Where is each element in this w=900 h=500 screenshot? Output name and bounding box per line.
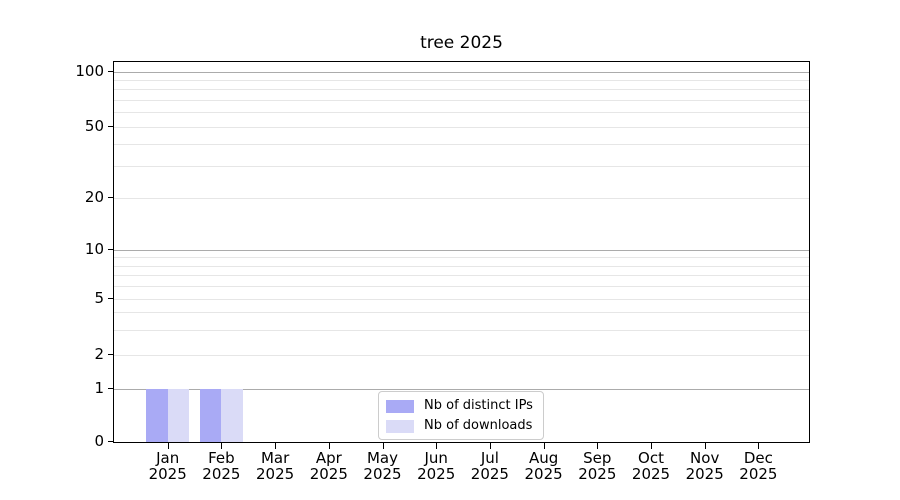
legend-label-downloads: Nb of downloads xyxy=(424,418,533,433)
x-tick-label: Jan 2025 xyxy=(136,450,200,482)
x-tick-mark xyxy=(275,443,277,449)
gridline-minor xyxy=(114,126,809,128)
x-tick-label: Sep 2025 xyxy=(565,450,629,482)
legend-entry-downloads: Nb of downloads xyxy=(386,419,533,433)
y-tick-label: 2 xyxy=(94,345,104,364)
y-tick-mark xyxy=(108,387,113,389)
y-tick-mark xyxy=(108,248,113,250)
bar-downloads-feb xyxy=(221,388,243,442)
y-tick-label: 5 xyxy=(94,288,104,307)
bar-downloads-jan xyxy=(167,388,190,442)
gridline-minor xyxy=(114,89,809,91)
x-tick-mark xyxy=(704,443,706,449)
x-tick-mark xyxy=(543,443,545,449)
gridline-minor xyxy=(114,330,809,332)
x-tick-mark xyxy=(758,443,760,449)
x-tick-month: Apr xyxy=(315,449,342,467)
x-tick-label: Jun 2025 xyxy=(404,450,468,482)
x-tick-label: Mar 2025 xyxy=(243,450,307,482)
gridline-minor xyxy=(114,312,809,314)
x-tick-year: 2025 xyxy=(309,465,348,483)
y-tick-label: 50 xyxy=(84,116,104,135)
chart-title: tree 2025 xyxy=(420,33,503,53)
x-tick-month: May xyxy=(366,449,398,467)
y-tick-mark xyxy=(108,354,113,356)
x-tick-label: Dec 2025 xyxy=(726,450,790,482)
x-tick-mark xyxy=(328,443,330,449)
gridline-major xyxy=(114,388,809,390)
x-tick-mark xyxy=(221,443,223,449)
x-tick-mark xyxy=(597,443,599,449)
x-tick-label: May 2025 xyxy=(351,450,415,482)
x-tick-mark xyxy=(436,443,438,449)
gridline-major xyxy=(114,71,809,73)
y-tick-mark xyxy=(108,297,113,299)
y-tick-mark xyxy=(108,197,113,199)
x-tick-label: Aug 2025 xyxy=(512,450,576,482)
gridline-major xyxy=(114,249,809,251)
x-tick-mark xyxy=(489,443,491,449)
x-tick-year: 2025 xyxy=(417,465,456,483)
x-tick-year: 2025 xyxy=(363,465,402,483)
gridline-minor xyxy=(114,79,809,81)
x-tick-month: Mar xyxy=(260,449,290,467)
y-tick-label: 100 xyxy=(75,61,104,80)
x-tick-month: Dec xyxy=(743,449,773,467)
legend-swatch-downloads xyxy=(386,419,414,433)
bar-distinct-ips-jan xyxy=(146,388,168,442)
gridline-minor xyxy=(114,355,809,357)
gridline-minor xyxy=(114,298,809,300)
y-tick-label: 20 xyxy=(84,188,104,207)
x-tick-year: 2025 xyxy=(578,465,617,483)
x-tick-year: 2025 xyxy=(202,465,241,483)
x-tick-month: Jan xyxy=(156,449,180,467)
x-tick-mark xyxy=(167,443,169,449)
x-tick-year: 2025 xyxy=(631,465,671,483)
gridline-minor xyxy=(114,285,809,287)
gridline-minor xyxy=(114,257,809,259)
x-tick-label: Oct 2025 xyxy=(619,450,683,482)
x-tick-year: 2025 xyxy=(685,465,724,483)
x-tick-month: Aug xyxy=(528,449,559,467)
bar-distinct-ips-feb xyxy=(199,388,222,442)
gridline-minor xyxy=(114,166,809,168)
y-tick-label: 10 xyxy=(84,239,104,258)
x-tick-label: Jul 2025 xyxy=(458,450,522,482)
x-tick-month: Jun xyxy=(424,449,448,467)
x-tick-year: 2025 xyxy=(524,465,563,483)
legend-entry-distinct-ips: Nb of distinct IPs xyxy=(386,399,533,413)
x-tick-month: Feb xyxy=(208,449,235,467)
y-tick-label: 1 xyxy=(94,378,104,397)
x-tick-month: Sep xyxy=(583,449,612,467)
legend: Nb of distinct IPs Nb of downloads xyxy=(378,391,544,440)
x-tick-label: Nov 2025 xyxy=(673,450,737,482)
y-tick-mark xyxy=(108,125,113,127)
legend-swatch-distinct-ips xyxy=(386,399,414,413)
y-tick-label: 0 xyxy=(94,432,104,450)
x-tick-year: 2025 xyxy=(256,465,295,483)
x-tick-mark xyxy=(651,443,652,449)
x-tick-month: Nov xyxy=(690,449,720,467)
gridline-minor xyxy=(114,144,809,146)
x-tick-label: Feb 2025 xyxy=(189,450,253,482)
gridline-minor xyxy=(114,265,809,267)
gridline-minor xyxy=(114,274,809,276)
x-tick-label: Apr 2025 xyxy=(297,450,361,482)
x-tick-mark xyxy=(382,443,384,449)
gridline-minor xyxy=(114,198,809,200)
gridline-minor xyxy=(114,99,809,101)
x-tick-month: Oct xyxy=(638,449,664,467)
gridline-minor xyxy=(114,112,809,114)
x-tick-year: 2025 xyxy=(739,465,778,483)
y-tick-mark xyxy=(108,441,113,442)
plot-area: Nb of distinct IPs Nb of downloads xyxy=(113,61,810,443)
legend-label-distinct-ips: Nb of distinct IPs xyxy=(424,398,533,413)
x-tick-month: Jul xyxy=(480,449,499,467)
x-tick-year: 2025 xyxy=(470,465,509,483)
x-tick-year: 2025 xyxy=(148,465,187,483)
y-tick-mark xyxy=(108,70,113,72)
